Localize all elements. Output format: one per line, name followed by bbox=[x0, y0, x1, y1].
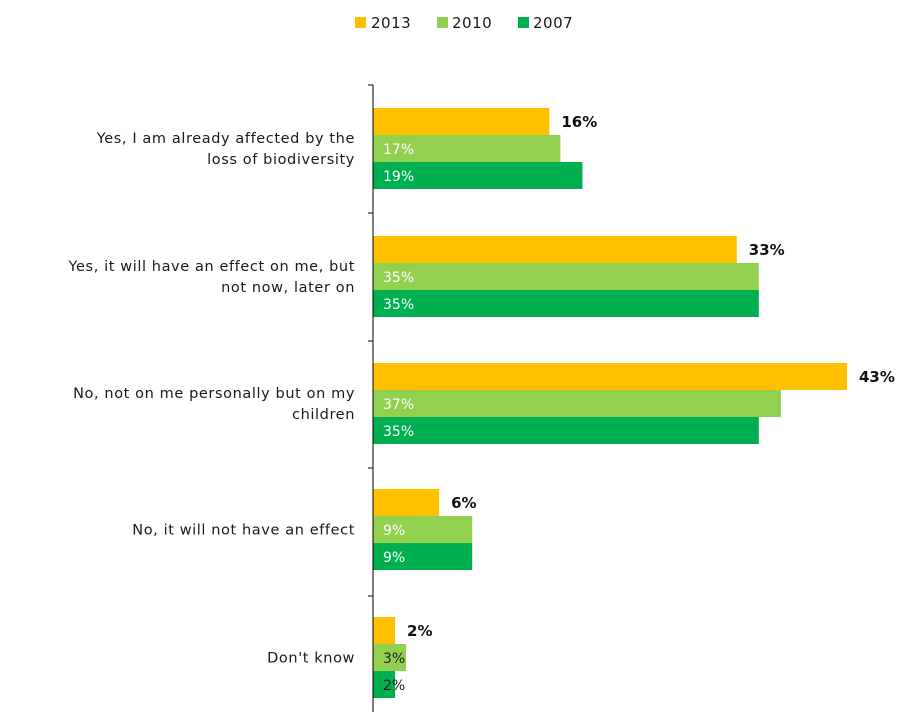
category-label-4: No, it will not have an effect bbox=[132, 523, 355, 539]
value-label-2007-cat-3: 35% bbox=[383, 424, 414, 440]
bar-2010-cat-4 bbox=[373, 516, 473, 543]
legend-swatch-2007 bbox=[518, 17, 529, 28]
value-label-2007-cat-2: 35% bbox=[383, 297, 414, 313]
bar-2007-cat-4 bbox=[373, 543, 473, 570]
legend-label-2010: 2010 bbox=[452, 14, 492, 32]
legend-label-2007: 2007 bbox=[533, 14, 573, 32]
bar-2010-cat-1 bbox=[373, 135, 561, 162]
legend-label-2013: 2013 bbox=[371, 14, 411, 32]
bar-2010-cat-5 bbox=[373, 644, 407, 671]
category-label-3-line-2: children bbox=[292, 407, 355, 423]
value-label-2010-cat-1: 17% bbox=[383, 142, 414, 158]
bar-2013-cat-2 bbox=[373, 236, 737, 263]
bar-2007-cat-2 bbox=[373, 290, 759, 317]
bar-2013-cat-1 bbox=[373, 108, 550, 135]
value-label-2013-cat-3: 43% bbox=[859, 368, 895, 386]
bar-2013-cat-4 bbox=[373, 489, 440, 516]
value-label-2007-cat-1: 19% bbox=[383, 169, 414, 185]
bar-2007-cat-1 bbox=[373, 162, 583, 189]
bar-2010-cat-2 bbox=[373, 263, 759, 290]
value-label-2010-cat-3: 37% bbox=[383, 397, 414, 413]
category-label-5: Don't know bbox=[267, 651, 355, 667]
bar-2007-cat-3 bbox=[373, 417, 759, 444]
value-label-2013-cat-5: 2% bbox=[407, 622, 432, 640]
value-label-2010-cat-2: 35% bbox=[383, 270, 414, 286]
category-label-3-line-1: No, not on me personally but on my bbox=[73, 386, 355, 402]
category-label-1-line-2: loss of biodiversity bbox=[207, 152, 355, 168]
category-label-1-line-1: Yes, I am already affected by the bbox=[96, 131, 355, 147]
value-label-2007-cat-5: 2% bbox=[383, 678, 405, 694]
value-label-2013-cat-2: 33% bbox=[749, 241, 785, 259]
value-label-2010-cat-5: 3% bbox=[383, 651, 405, 667]
value-label-2010-cat-4: 9% bbox=[383, 523, 405, 539]
category-label-2-line-1: Yes, it will have an effect on me, but bbox=[67, 259, 355, 275]
bar-2010-cat-3 bbox=[373, 390, 781, 417]
category-label-2-line-2: not now, later on bbox=[221, 280, 355, 296]
bar-2007-cat-5 bbox=[373, 671, 396, 698]
value-label-2013-cat-4: 6% bbox=[451, 494, 476, 512]
value-label-2013-cat-1: 16% bbox=[561, 113, 597, 131]
bar-2013-cat-5 bbox=[373, 617, 396, 644]
bar-2013-cat-3 bbox=[373, 363, 847, 390]
legend-swatch-2013 bbox=[355, 17, 366, 28]
value-label-2007-cat-4: 9% bbox=[383, 550, 405, 566]
legend-swatch-2010 bbox=[437, 17, 448, 28]
